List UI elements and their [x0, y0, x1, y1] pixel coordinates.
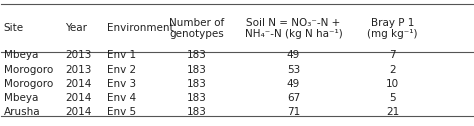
- Text: 2013: 2013: [65, 65, 91, 75]
- Text: Env 1: Env 1: [108, 50, 137, 60]
- Text: 67: 67: [287, 93, 300, 103]
- Text: 71: 71: [287, 107, 300, 117]
- Text: 5: 5: [389, 93, 396, 103]
- Text: Morogoro: Morogoro: [4, 65, 53, 75]
- Text: Number of
genotypes: Number of genotypes: [169, 18, 225, 39]
- Text: 49: 49: [287, 79, 300, 89]
- Text: Soil N = NO₃⁻-N +
NH₄⁻-N (kg N ha⁻¹): Soil N = NO₃⁻-N + NH₄⁻-N (kg N ha⁻¹): [245, 18, 342, 39]
- Text: 21: 21: [386, 107, 399, 117]
- Text: Env 2: Env 2: [108, 65, 137, 75]
- Text: Year: Year: [65, 23, 87, 34]
- Text: 2014: 2014: [65, 107, 91, 117]
- Text: 183: 183: [187, 65, 207, 75]
- Text: 183: 183: [187, 93, 207, 103]
- Text: 53: 53: [287, 65, 300, 75]
- Text: Env 5: Env 5: [108, 107, 137, 117]
- Text: Environment: Environment: [108, 23, 174, 34]
- Text: 49: 49: [287, 50, 300, 60]
- Text: 2013: 2013: [65, 50, 91, 60]
- Text: Env 4: Env 4: [108, 93, 137, 103]
- Text: 10: 10: [386, 79, 399, 89]
- Text: 2014: 2014: [65, 79, 91, 89]
- Text: 183: 183: [187, 79, 207, 89]
- Text: Env 3: Env 3: [108, 79, 137, 89]
- Text: 2014: 2014: [65, 93, 91, 103]
- Text: 183: 183: [187, 107, 207, 117]
- Text: Arusha: Arusha: [4, 107, 40, 117]
- Text: 7: 7: [389, 50, 396, 60]
- Text: Mbeya: Mbeya: [4, 50, 38, 60]
- Text: 183: 183: [187, 50, 207, 60]
- Text: Morogoro: Morogoro: [4, 79, 53, 89]
- Text: 2: 2: [389, 65, 396, 75]
- Text: Bray P 1
(mg kg⁻¹): Bray P 1 (mg kg⁻¹): [367, 18, 418, 39]
- Text: Mbeya: Mbeya: [4, 93, 38, 103]
- Text: Site: Site: [4, 23, 24, 34]
